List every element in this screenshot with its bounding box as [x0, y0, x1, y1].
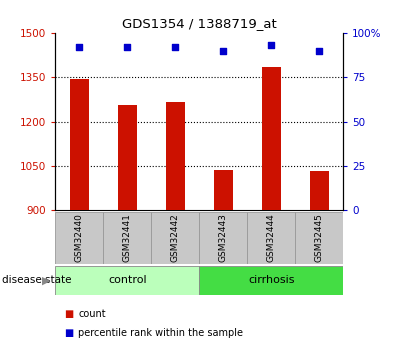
Title: GDS1354 / 1388719_at: GDS1354 / 1388719_at: [122, 17, 277, 30]
Text: ■: ■: [64, 309, 73, 319]
Point: [220, 48, 226, 53]
Text: GSM32441: GSM32441: [123, 214, 132, 263]
FancyBboxPatch shape: [247, 212, 295, 264]
Bar: [118, 105, 137, 210]
Text: disease state: disease state: [2, 275, 72, 285]
Bar: [262, 67, 281, 210]
Bar: [166, 102, 185, 210]
Text: GSM32444: GSM32444: [267, 214, 276, 263]
FancyBboxPatch shape: [55, 266, 199, 295]
Point: [268, 42, 275, 48]
Bar: [309, 171, 329, 210]
Text: percentile rank within the sample: percentile rank within the sample: [78, 328, 243, 338]
Text: GSM32443: GSM32443: [219, 214, 228, 263]
FancyBboxPatch shape: [199, 212, 247, 264]
Text: cirrhosis: cirrhosis: [248, 275, 295, 285]
Text: GSM32440: GSM32440: [75, 214, 84, 263]
Text: GSM32442: GSM32442: [171, 214, 180, 263]
Point: [172, 44, 179, 50]
FancyBboxPatch shape: [104, 212, 151, 264]
Text: ▶: ▶: [42, 275, 51, 285]
FancyBboxPatch shape: [151, 212, 199, 264]
Text: count: count: [78, 309, 106, 319]
FancyBboxPatch shape: [199, 266, 343, 295]
Bar: [70, 79, 89, 210]
Point: [124, 44, 131, 50]
FancyBboxPatch shape: [55, 212, 104, 264]
FancyBboxPatch shape: [295, 212, 343, 264]
Text: GSM32445: GSM32445: [315, 214, 324, 263]
Point: [76, 44, 83, 50]
Text: ■: ■: [64, 328, 73, 338]
Bar: [214, 170, 233, 210]
Point: [316, 48, 323, 53]
Text: control: control: [108, 275, 147, 285]
